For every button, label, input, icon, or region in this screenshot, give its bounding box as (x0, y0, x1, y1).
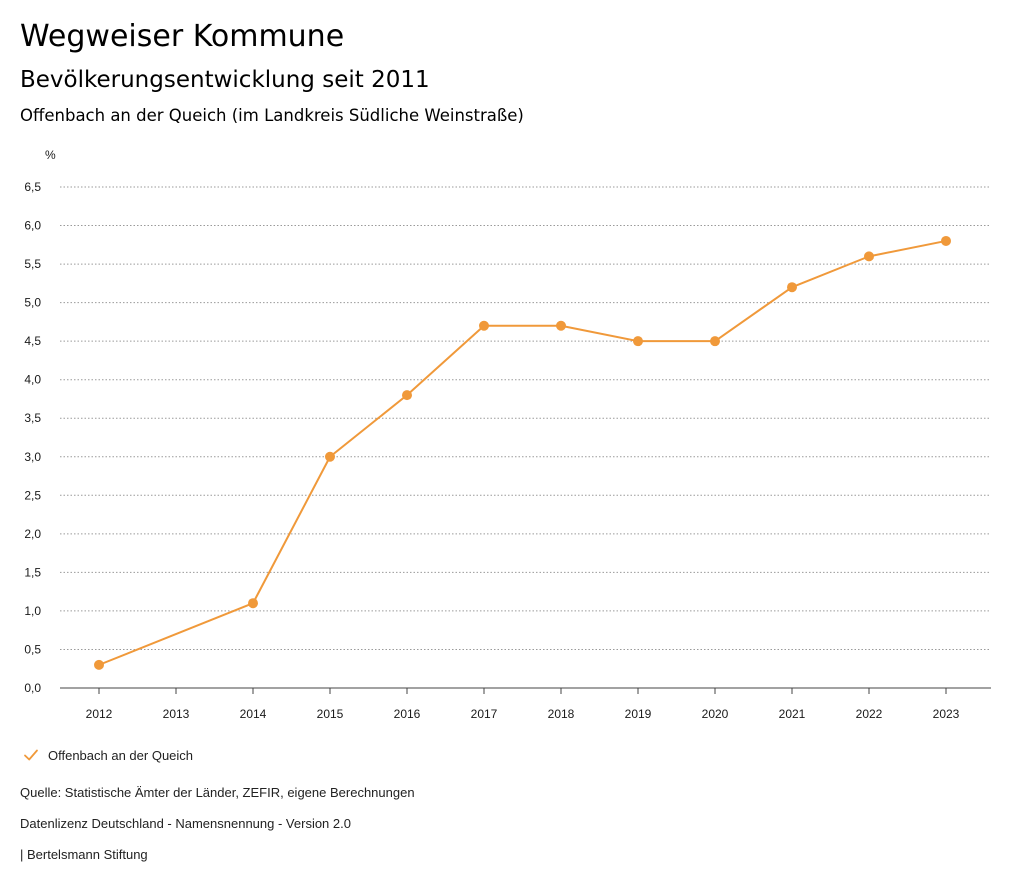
x-tick-label: 2018 (548, 707, 575, 721)
y-tick-label: 5,0 (24, 296, 41, 310)
x-tick-label: 2021 (779, 707, 806, 721)
y-tick-label: 2,0 (24, 527, 41, 541)
legend-label: Offenbach an der Queich (48, 747, 194, 763)
data-point (710, 336, 720, 347)
y-axis-ticks: 0,0 0,5 1,0 1,5 2,0 2,5 3,0 3,5 4,0 4,5 5,0 5,5 6,0 6… (24, 180, 41, 695)
y-axis-unit-label: % (45, 148, 56, 162)
data-point (556, 320, 566, 331)
y-tick-label: 0,5 (24, 642, 41, 656)
source-note: Quelle: Statistische Ämter der Länder, Z… (20, 785, 415, 800)
data-point (787, 282, 797, 293)
x-tick-label: 2015 (317, 707, 344, 721)
chart-grid (60, 186, 991, 689)
y-tick-label: 0,0 (24, 681, 41, 695)
x-tick-label: 2022 (856, 707, 883, 721)
y-tick-label: 5,5 (24, 257, 41, 271)
page-title: Wegweiser Kommune (20, 19, 345, 54)
series-line (98, 239, 947, 666)
check-icon (24, 749, 38, 761)
publisher-note: | Bertelsmann Stiftung (20, 847, 148, 862)
x-tick-label: 2016 (394, 707, 421, 721)
data-point (325, 451, 335, 462)
license-note: Datenlizenz Deutschland - Namensnennung … (20, 816, 351, 831)
y-tick-label: 3,0 (24, 450, 41, 464)
y-tick-label: 4,0 (24, 373, 41, 387)
y-tick-label: 6,0 (24, 219, 41, 233)
y-tick-label: 2,5 (24, 488, 41, 502)
data-point (402, 390, 412, 401)
y-tick-label: 3,5 (24, 411, 41, 425)
data-point (633, 336, 643, 347)
x-axis: 2012 2013 2014 2015 2016 2017 2018 2019 2020 2021… (60, 687, 991, 721)
data-point (94, 659, 104, 670)
y-tick-label: 1,0 (24, 604, 41, 618)
x-tick-label: 2023 (933, 707, 960, 721)
x-tick-label: 2012 (86, 707, 113, 721)
y-tick-label: 4,5 (24, 334, 41, 348)
data-point (941, 235, 951, 246)
x-tick-label: 2013 (163, 707, 190, 721)
legend-item[interactable]: Offenbach an der Queich (22, 744, 193, 766)
x-tick-label: 2017 (471, 707, 498, 721)
chart-location: Offenbach an der Queich (im Landkreis Sü… (20, 106, 524, 125)
chart-subtitle: Bevölkerungsentwicklung seit 2011 (20, 67, 430, 93)
data-point (248, 598, 258, 609)
x-tick-label: 2019 (625, 707, 652, 721)
y-tick-label: 1,5 (24, 565, 41, 579)
data-point (864, 251, 874, 262)
series-group (94, 235, 951, 670)
x-tick-label: 2020 (702, 707, 729, 721)
y-tick-label: 6,5 (24, 180, 41, 194)
data-point (479, 320, 489, 331)
x-tick-label: 2014 (240, 707, 267, 721)
